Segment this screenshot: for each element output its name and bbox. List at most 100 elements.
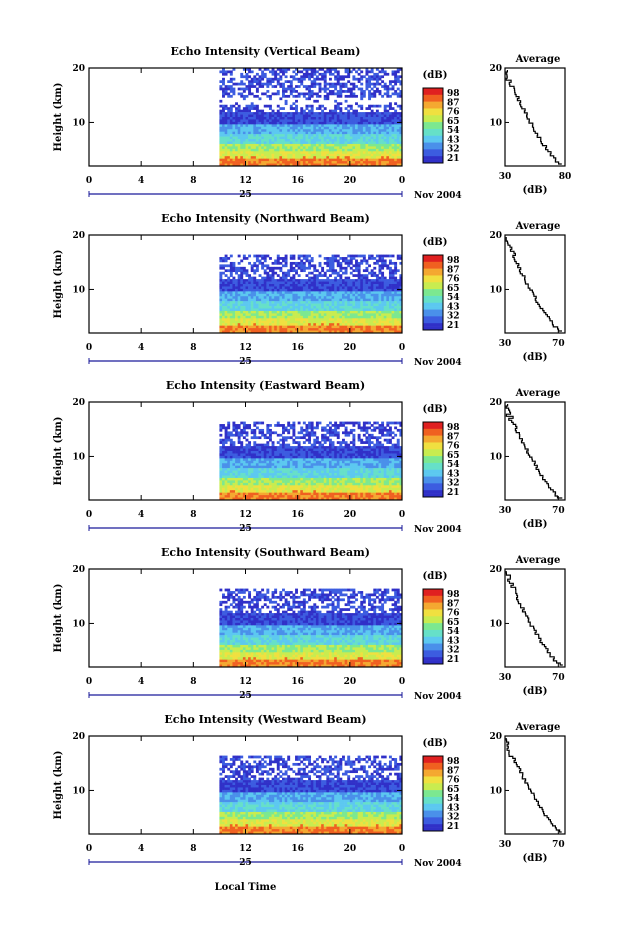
heatmap-cell — [328, 82, 332, 86]
colorbar-segment — [423, 142, 443, 147]
heatmap-cell — [342, 313, 345, 317]
heatmap-cell — [344, 136, 348, 140]
heatmap-cell — [287, 141, 291, 145]
heatmap-cell — [368, 296, 371, 299]
heatmap-cell — [342, 75, 345, 79]
heatmap-cell — [255, 131, 259, 135]
heatmap-cell — [344, 301, 348, 304]
heatmap-cell — [368, 112, 371, 115]
heatmap-cell — [368, 313, 371, 317]
heatmap-cell — [219, 328, 223, 331]
heatmap-cell — [284, 426, 288, 430]
heatmap-cell — [305, 310, 309, 314]
heatmap-cell — [365, 77, 369, 81]
heatmap-cell — [313, 151, 317, 155]
heatmap-cell — [313, 131, 317, 135]
heatmap-cell — [399, 75, 403, 79]
heatmap-cell — [284, 325, 288, 329]
heatmap-cell — [271, 119, 275, 123]
heatmap-cell — [349, 446, 353, 449]
heatmap-cell — [378, 269, 382, 273]
heatmap-cell — [347, 114, 351, 118]
heatmap-cell — [237, 139, 241, 142]
heatmap-cell — [289, 87, 293, 91]
heatmap-cell — [365, 318, 369, 322]
heatmap-cell — [336, 75, 340, 79]
heatmap-cell — [302, 446, 306, 449]
heatmap-cell — [237, 143, 241, 147]
heatmap-cell — [360, 315, 364, 319]
heatmap-cell — [284, 291, 288, 295]
heatmap-cell — [219, 320, 223, 324]
heatmap-cell — [232, 458, 236, 462]
heatmap-cell — [362, 269, 366, 273]
heatmap-cell — [365, 426, 369, 430]
heatmap-cell — [227, 85, 231, 88]
heatmap-cell — [229, 328, 233, 331]
heatmap-cell — [357, 433, 361, 437]
heatmap-cell — [336, 279, 340, 282]
heatmap-cell — [248, 279, 252, 282]
heatmap-cell — [268, 281, 272, 285]
heatmap-cell — [352, 92, 356, 96]
heatmap-cell — [362, 161, 366, 164]
heatmap-cell — [381, 306, 385, 309]
heatmap-cell — [292, 284, 296, 287]
heatmap-cell — [388, 158, 392, 162]
heatmap-cell — [224, 306, 228, 309]
heatmap-cell — [242, 68, 246, 71]
heatmap-cell — [318, 129, 322, 132]
heatmap-cell — [300, 293, 304, 297]
heatmap-cell — [240, 441, 244, 444]
heatmap-cell — [375, 328, 379, 331]
heatmap-cell — [237, 109, 241, 113]
heatmap-cell — [284, 293, 288, 297]
heatmap-cell — [261, 121, 265, 125]
heatmap-cell — [263, 453, 267, 457]
heatmap-cell — [224, 453, 228, 457]
heatmap-cell — [224, 87, 228, 91]
heatmap-cell — [394, 139, 398, 142]
heatmap-cell — [394, 421, 398, 425]
heatmap-cell — [355, 156, 358, 159]
heatmap-cell — [224, 70, 228, 74]
heatmap-cell — [258, 109, 262, 113]
heatmap-cell — [232, 77, 236, 81]
heatmap-cell — [263, 75, 267, 79]
heatmap-cell — [237, 310, 241, 314]
heatmap-cell — [310, 279, 314, 282]
heatmap-cell — [357, 426, 361, 430]
heatmap-cell — [268, 134, 272, 137]
heatmap-cell — [388, 446, 392, 449]
heatmap-cell — [388, 453, 392, 457]
heatmap-cell — [224, 320, 228, 324]
heatmap-cell — [274, 148, 278, 152]
heatmap-cell — [224, 433, 228, 437]
heatmap-cell — [302, 301, 306, 304]
heatmap-cell — [352, 121, 356, 125]
heatmap-cell — [292, 94, 296, 98]
heatmap-cell — [302, 266, 306, 270]
heatmap-cell — [284, 139, 288, 142]
heatmap-cell — [331, 136, 335, 140]
heatmap-cell — [331, 443, 335, 447]
heatmap-cell — [279, 453, 283, 457]
heatmap-cell — [305, 296, 309, 299]
heatmap-cell — [266, 281, 270, 285]
colorbar-segment — [423, 91, 443, 96]
heatmap-cell — [365, 119, 369, 123]
heatmap-cell — [344, 134, 348, 137]
heatmap-cell — [240, 124, 244, 128]
heatmap-cell — [381, 330, 385, 334]
heatmap-cell — [271, 131, 275, 135]
heatmap-cell — [250, 318, 254, 322]
heatmap-cell — [302, 306, 306, 309]
heatmap-cell — [255, 318, 259, 322]
heatmap-cell — [336, 107, 340, 110]
heatmap-cell — [399, 433, 403, 437]
heatmap-cell — [295, 325, 298, 329]
heatmap-cell — [242, 82, 246, 86]
heatmap-cell — [375, 254, 379, 258]
heatmap-cell — [347, 109, 351, 113]
heatmap-cell — [399, 320, 403, 324]
